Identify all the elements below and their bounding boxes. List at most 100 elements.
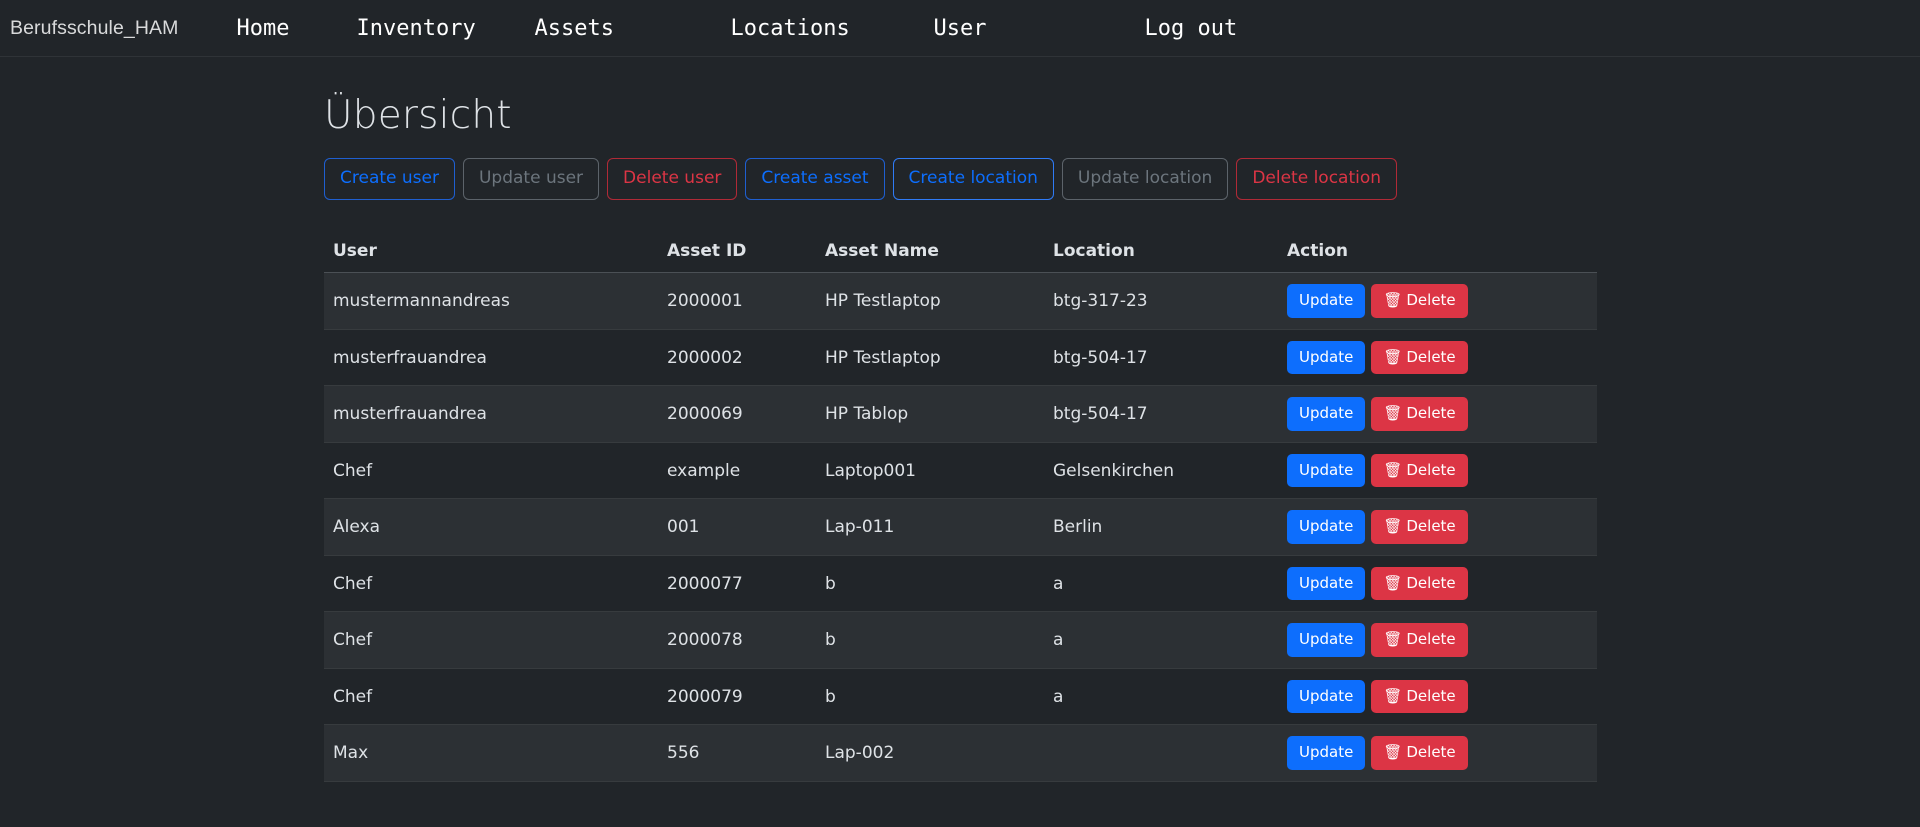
asset-name-cell: Laptop001 (816, 442, 1044, 500)
table-row: musterfrauandrea 2000002 HP Testlaptop btg-… (324, 329, 1597, 387)
asset-name-cell: b (816, 555, 1044, 613)
location-cell: btg-317-23 (1044, 272, 1278, 330)
update-location-button[interactable]: Update location (1061, 157, 1229, 201)
nav-item-home[interactable]: Home (236, 15, 290, 41)
column-header-action: Action (1278, 230, 1597, 274)
asset-id-cell: 001 (658, 498, 816, 556)
main-container: Übersicht Create user Update user Delete u… (0, 57, 1920, 782)
row-update-button[interactable]: Update (1287, 340, 1366, 375)
trash-icon: 🗑 (1383, 460, 1403, 479)
asset-id-cell: 2000078 (658, 611, 816, 669)
column-header-asset-id: Asset ID (658, 230, 816, 274)
row-delete-label: Delete (1406, 460, 1456, 479)
row-delete-label: Delete (1406, 573, 1456, 592)
row-update-button[interactable]: Update (1287, 510, 1366, 544)
action-cell: Update 🗑 Delete (1278, 329, 1597, 387)
table-head: User Asset ID Asset Name Location Action (324, 230, 1597, 274)
row-update-button[interactable]: Update (1287, 284, 1366, 318)
row-delete-button[interactable]: 🗑 Delete (1371, 510, 1468, 544)
asset-id-cell: example (658, 442, 816, 500)
trash-icon: 🗑 (1383, 517, 1403, 536)
delete-user-button[interactable]: Delete user (607, 157, 738, 201)
row-update-button[interactable]: Update (1287, 623, 1366, 657)
table-header-row: User Asset ID Asset Name Location Action (324, 230, 1597, 274)
asset-name-cell: HP Tablop (816, 385, 1044, 443)
row-delete-label: Delete (1406, 743, 1456, 762)
asset-id-cell: 2000002 (658, 329, 816, 387)
nav-item-locations[interactable]: Locations (730, 15, 850, 41)
brand-logo[interactable]: Berufsschule_HAM (10, 16, 179, 39)
user-cell: musterfrauandrea (324, 329, 658, 387)
row-delete-label: Delete (1406, 630, 1456, 649)
action-cell: Update 🗑 Delete (1278, 724, 1597, 782)
table-row: musterfrauandrea 2000069 HP Tablop btg-504-… (324, 385, 1597, 443)
user-cell: Chef (324, 555, 658, 613)
row-delete-button[interactable]: 🗑 Delete (1371, 736, 1468, 770)
location-cell (1044, 724, 1278, 782)
location-cell: a (1044, 668, 1278, 726)
user-cell: musterfrauandrea (324, 385, 658, 443)
table-row: mustermannandreas 2000001 HP Testlaptop btg… (324, 272, 1597, 330)
row-delete-button[interactable]: 🗑 Delete (1371, 284, 1468, 318)
action-button-bar: Create user Update user Delete user Create … (324, 157, 1920, 201)
asset-name-cell: Lap-011 (816, 498, 1044, 556)
action-cell: Update 🗑 Delete (1278, 668, 1597, 726)
action-cell: Update 🗑 Delete (1278, 272, 1597, 330)
trash-icon: 🗑 (1383, 291, 1403, 310)
location-cell: a (1044, 611, 1278, 669)
user-cell: Max (324, 724, 658, 782)
table-row: Chef 2000077 b a Update 🗑 Delete (324, 555, 1597, 613)
action-cell: Update 🗑 Delete (1278, 385, 1597, 443)
trash-icon: 🗑 (1383, 630, 1403, 649)
row-delete-button[interactable]: 🗑 Delete (1371, 397, 1468, 431)
page-title: Übersicht (324, 93, 512, 138)
delete-location-button[interactable]: Delete location (1236, 157, 1398, 201)
row-delete-button[interactable]: 🗑 Delete (1371, 623, 1468, 657)
user-cell: mustermannandreas (324, 272, 658, 330)
nav-item-inventory[interactable]: Inventory (356, 15, 476, 41)
row-update-button[interactable]: Update (1287, 397, 1366, 431)
nav-list: Home Inventory Assets Locations User Log out (237, 16, 1305, 41)
inventory-table: User Asset ID Asset Name Location Action mus… (324, 230, 1597, 782)
table-row: Chef example Laptop001 Gelsenkirchen Update 🗑… (324, 442, 1597, 500)
row-update-button[interactable]: Update (1287, 453, 1366, 488)
row-delete-button[interactable]: 🗑 Delete (1371, 453, 1468, 488)
action-cell: Update 🗑 Delete (1278, 555, 1597, 613)
nav-item-user[interactable]: User (933, 15, 987, 41)
table-row: Alexa 001 Lap-011 Berlin Update 🗑 Delete (324, 498, 1597, 556)
table-body: mustermannandreas 2000001 HP Testlaptop btg… (324, 272, 1597, 782)
row-update-button[interactable]: Update (1287, 736, 1366, 770)
row-update-button[interactable]: Update (1287, 566, 1366, 601)
table-row: Chef 2000079 b a Update 🗑 Delete (324, 668, 1597, 726)
create-location-button[interactable]: Create location (892, 157, 1054, 201)
asset-name-cell: b (816, 668, 1044, 726)
asset-name-cell: HP Testlaptop (816, 329, 1044, 387)
location-cell: btg-504-17 (1044, 385, 1278, 443)
column-header-user: User (324, 230, 658, 274)
user-cell: Alexa (324, 498, 658, 556)
nav-item-log-out[interactable]: Log out (1144, 15, 1238, 41)
nav-item-assets[interactable]: Assets (534, 15, 614, 41)
user-cell: Chef (324, 442, 658, 500)
row-delete-button[interactable]: 🗑 Delete (1371, 340, 1468, 375)
asset-id-cell: 2000069 (658, 385, 816, 443)
user-cell: Chef (324, 611, 658, 669)
row-delete-button[interactable]: 🗑 Delete (1371, 679, 1468, 714)
row-delete-label: Delete (1406, 686, 1456, 705)
row-delete-label: Delete (1406, 517, 1456, 536)
create-asset-button[interactable]: Create asset (745, 157, 885, 201)
create-user-button[interactable]: Create user (324, 157, 455, 201)
row-delete-label: Delete (1406, 347, 1456, 366)
action-cell: Update 🗑 Delete (1278, 498, 1597, 556)
asset-name-cell: Lap-002 (816, 724, 1044, 782)
trash-icon: 🗑 (1383, 686, 1403, 705)
location-cell: Berlin (1044, 498, 1278, 556)
trash-icon: 🗑 (1383, 347, 1403, 366)
action-cell: Update 🗑 Delete (1278, 442, 1597, 500)
row-update-button[interactable]: Update (1287, 679, 1366, 714)
row-delete-button[interactable]: 🗑 Delete (1371, 566, 1468, 601)
asset-id-cell: 2000001 (658, 272, 816, 330)
update-user-button[interactable]: Update user (462, 157, 600, 201)
column-header-asset-name: Asset Name (816, 230, 1044, 274)
column-header-location: Location (1044, 230, 1278, 274)
